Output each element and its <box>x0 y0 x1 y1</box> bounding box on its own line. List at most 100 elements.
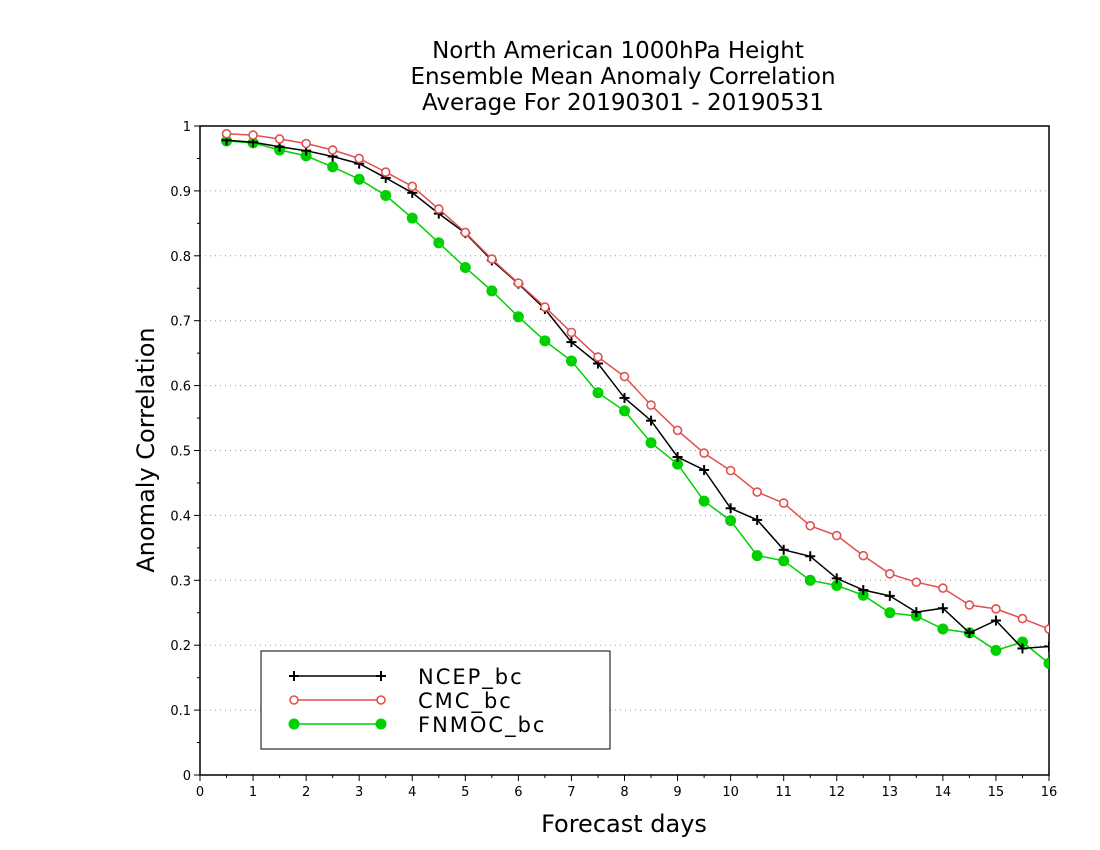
x-tick-label: 3 <box>355 785 363 800</box>
data-point-ncep-bc <box>964 627 975 638</box>
data-point-fnmoc-bc <box>884 607 896 619</box>
y-tick-label: 0.7 <box>170 315 191 330</box>
data-point-ncep-bc <box>699 464 710 475</box>
series-line-ncep-bc <box>226 139 1049 650</box>
data-point-ncep-bc <box>566 337 577 348</box>
x-tick-label: 10 <box>722 785 739 800</box>
data-point-fnmoc-bc <box>990 644 1002 656</box>
data-point-cmc-bc <box>274 134 285 144</box>
data-point-ncep-bc <box>725 503 736 514</box>
data-point-cmc-bc <box>619 371 630 382</box>
data-point-cmc-bc <box>1017 613 1028 624</box>
series-ncep-bc <box>221 135 1049 654</box>
y-tick-label: 0 <box>183 769 191 784</box>
y-tick-label: 0.1 <box>170 704 191 719</box>
data-point-fnmoc-bc <box>778 555 790 567</box>
data-point-fnmoc-bc <box>327 161 339 173</box>
data-point-cmc-bc <box>487 254 497 264</box>
chart-title-line-2: Ensemble Mean Anomaly Correlation <box>410 64 835 90</box>
data-point-fnmoc-bc <box>645 437 657 449</box>
data-point-ncep-bc <box>672 451 683 462</box>
chart-title-line-1: North American 1000hPa Height <box>432 38 804 64</box>
tick-labels: 00.10.20.30.40.50.60.70.80.910 1 2 3 4 5 6 7 8 9 1… <box>170 120 1057 800</box>
legend-label-fnmoc-bc: FNMOC_bc <box>418 713 546 738</box>
legend-marker-fnmoc-bc <box>375 718 387 730</box>
data-point-fnmoc-bc <box>804 574 816 586</box>
data-point-cmc-bc <box>566 327 577 338</box>
data-point-fnmoc-bc <box>539 335 551 347</box>
data-point-cmc-bc <box>593 352 603 362</box>
data-point-ncep-bc <box>805 551 816 562</box>
x-tick-label: 8 <box>620 785 628 800</box>
y-tick-label: 0.4 <box>170 509 191 524</box>
legend-marker-ncep-bc <box>289 671 299 681</box>
y-tick-label: 0.3 <box>170 574 191 589</box>
data-point-cmc-bc <box>778 498 789 508</box>
data-point-ncep-bc <box>884 590 895 601</box>
data-point-ncep-bc <box>937 603 948 614</box>
series-line-cmc-bc <box>226 133 1049 630</box>
legend-item-fnmoc-bc: FNMOC_bc <box>288 713 546 738</box>
legend-label-ncep-bc: NCEP_bc <box>418 665 524 690</box>
x-tick-label: 7 <box>567 785 575 800</box>
y-tick-label: 0.9 <box>170 185 191 200</box>
data-point-cmc-bc <box>805 520 816 531</box>
y-axis-label: Anomaly Correlation <box>132 327 160 572</box>
series-lines <box>221 128 1049 669</box>
x-tick-label: 16 <box>1041 785 1058 800</box>
data-point-cmc-bc <box>380 167 391 177</box>
data-point-cmc-bc <box>540 302 550 312</box>
data-point-ncep-bc <box>1044 641 1049 652</box>
data-point-cmc-bc <box>513 278 524 288</box>
data-point-ncep-bc <box>911 607 922 618</box>
x-tick-label: 6 <box>514 785 522 800</box>
series-cmc-bc <box>221 128 1049 634</box>
data-point-cmc-bc <box>646 400 656 410</box>
data-point-cmc-bc <box>407 181 418 192</box>
data-point-cmc-bc <box>301 138 311 149</box>
data-point-cmc-bc <box>672 425 683 436</box>
data-point-fnmoc-bc <box>698 495 710 507</box>
data-point-cmc-bc <box>991 604 1001 614</box>
data-point-fnmoc-bc <box>592 387 604 399</box>
data-point-fnmoc-bc <box>1043 657 1049 669</box>
axes <box>194 125 1050 781</box>
chart-title-line-3: Average For 20190301 - 20190531 <box>422 90 824 116</box>
legend-marker-ncep-bc <box>376 671 386 681</box>
gridlines <box>200 190 1049 711</box>
x-tick-label: 4 <box>408 785 416 800</box>
data-point-cmc-bc <box>699 448 709 458</box>
data-point-fnmoc-bc <box>433 237 445 249</box>
data-point-ncep-bc <box>646 415 657 426</box>
data-point-cmc-bc <box>858 550 869 561</box>
data-point-fnmoc-bc <box>619 405 630 417</box>
data-point-ncep-bc <box>831 573 842 584</box>
data-point-cmc-bc <box>752 487 762 497</box>
x-axis-label: Forecast days <box>541 810 707 838</box>
x-tick-label: 9 <box>673 785 681 800</box>
legend-marker-fnmoc-bc <box>288 718 300 730</box>
chart-title: North American 1000hPa Height Ensemble M… <box>410 38 835 116</box>
legend-marker-cmc-bc <box>376 695 386 705</box>
legend-marker-cmc-bc <box>289 695 299 705</box>
data-point-cmc-bc <box>938 583 948 593</box>
series-fnmoc-bc <box>221 135 1049 669</box>
data-point-fnmoc-bc <box>486 285 498 297</box>
x-tick-label: 5 <box>461 785 469 800</box>
x-tick-label: 12 <box>828 785 845 800</box>
x-tick-label: 15 <box>988 785 1005 800</box>
data-point-cmc-bc <box>433 204 444 214</box>
legend-label-cmc-bc: CMC_bc <box>418 689 513 714</box>
x-tick-label: 13 <box>882 785 899 800</box>
data-point-cmc-bc <box>885 569 895 579</box>
data-point-fnmoc-bc <box>380 189 392 201</box>
y-tick-label: 0.5 <box>170 445 191 460</box>
data-point-ncep-bc <box>778 544 789 555</box>
data-point-cmc-bc <box>911 577 922 588</box>
data-point-fnmoc-bc <box>937 623 949 635</box>
data-point-fnmoc-bc <box>512 311 524 323</box>
y-tick-label: 1 <box>183 120 191 135</box>
legend-item-cmc-bc: CMC_bc <box>289 689 513 714</box>
